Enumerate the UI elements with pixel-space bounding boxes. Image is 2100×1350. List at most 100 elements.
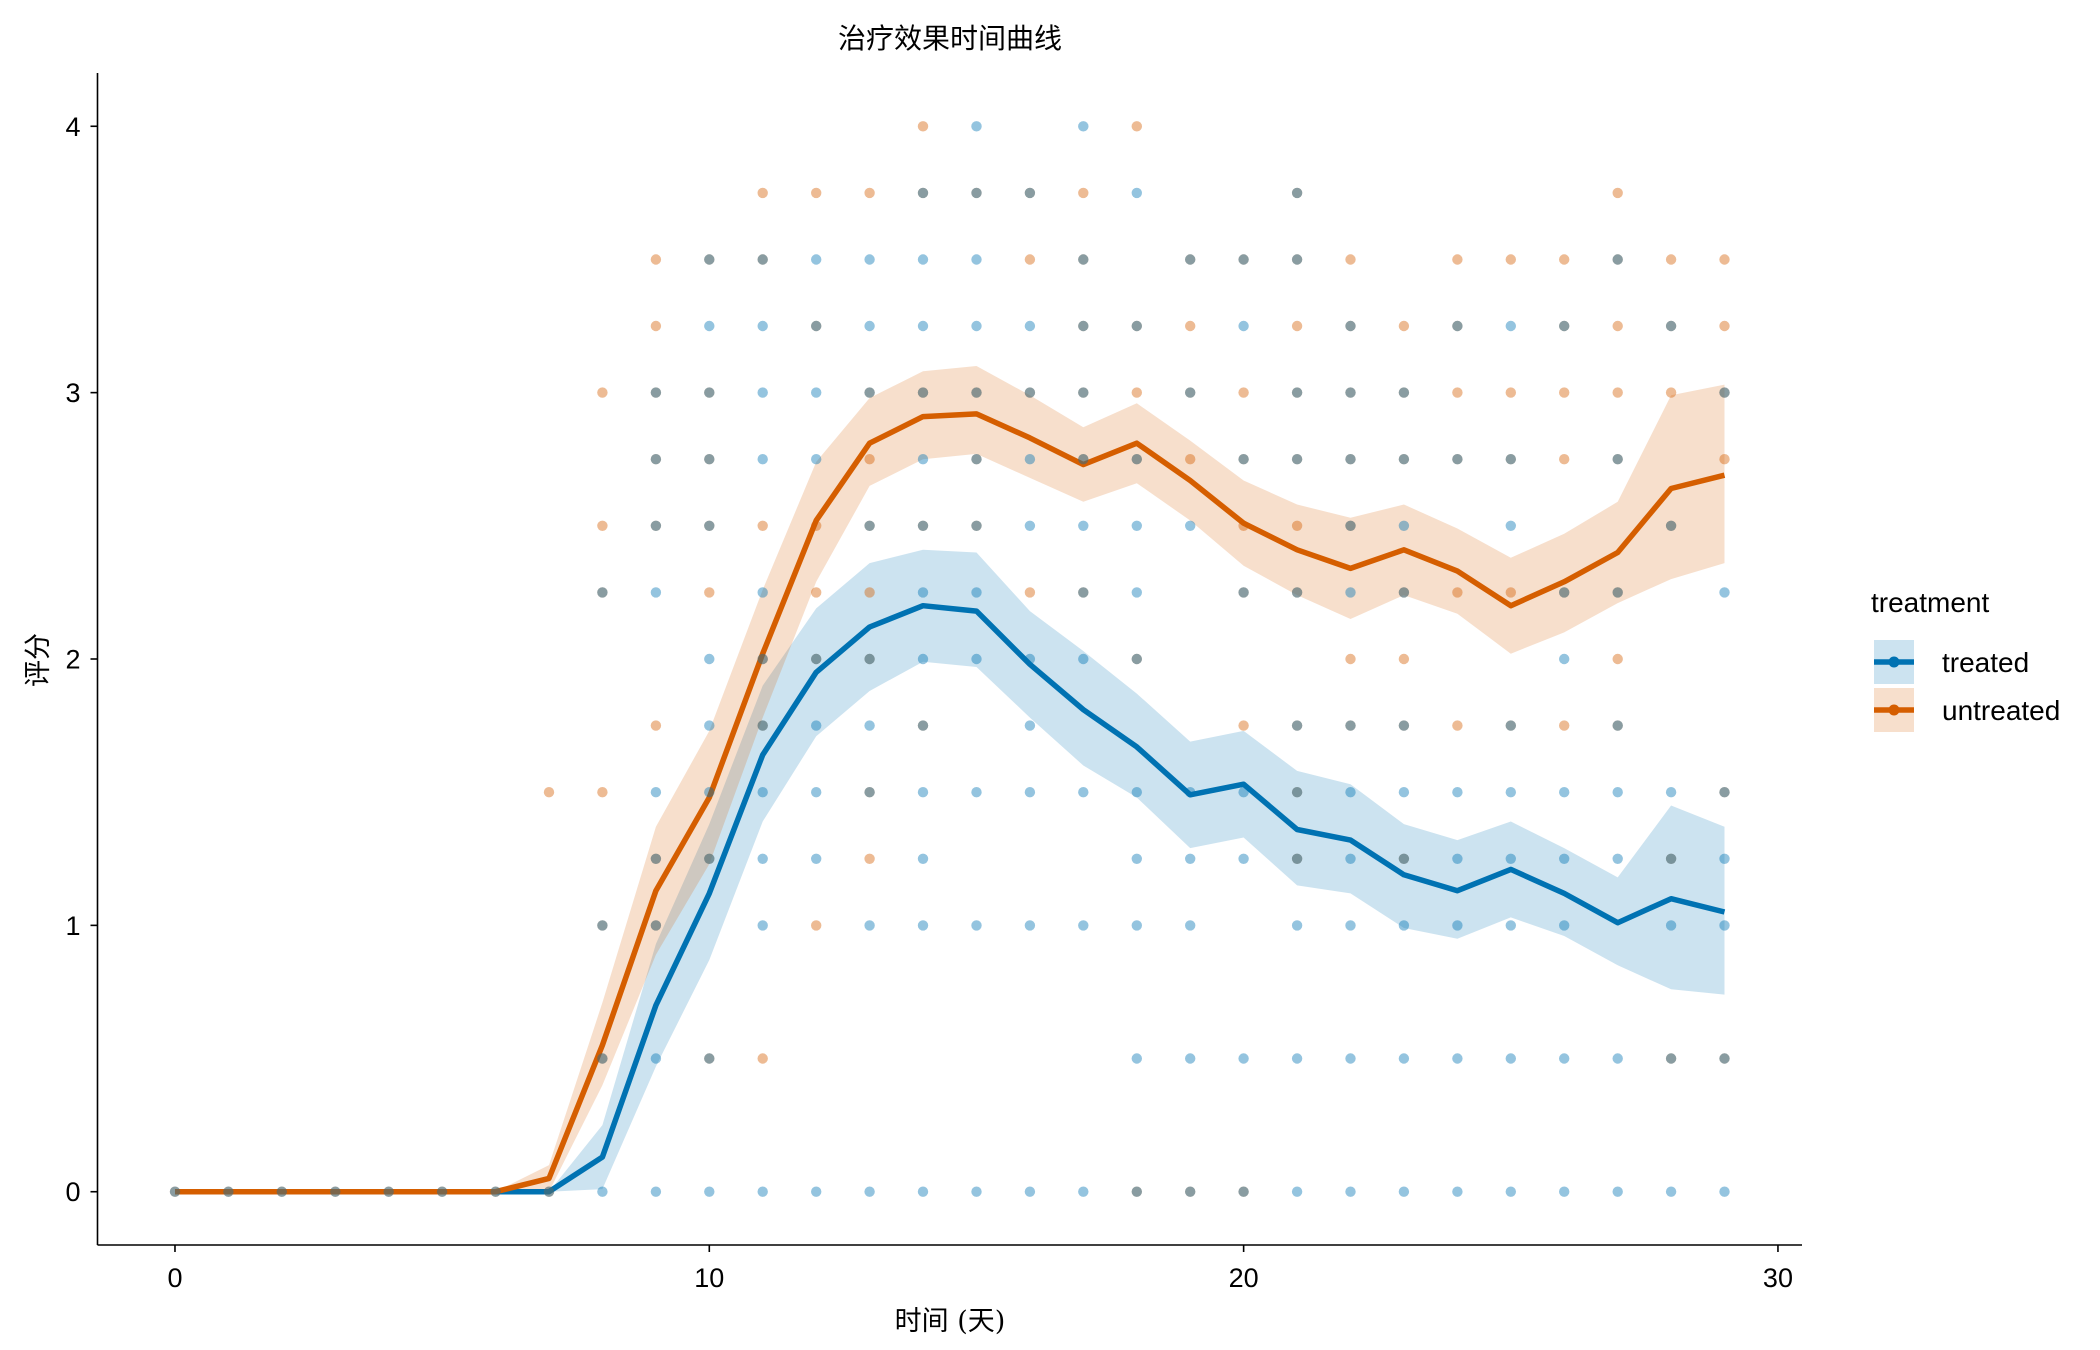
point-untreated xyxy=(1612,387,1623,398)
x-tick-label: 30 xyxy=(1763,1263,1793,1293)
point-treated xyxy=(1398,720,1410,731)
point-untreated xyxy=(1398,653,1410,665)
point-untreated xyxy=(1452,454,1463,465)
point-untreated xyxy=(811,920,822,931)
point-untreated xyxy=(543,787,555,798)
point-treated xyxy=(1612,254,1623,265)
point-treated xyxy=(1559,1053,1570,1064)
point-treated xyxy=(864,787,875,798)
point-treated xyxy=(1559,587,1570,598)
point-treated xyxy=(757,720,768,731)
point-treated xyxy=(1665,1053,1677,1064)
point-treated xyxy=(1665,320,1677,332)
point-treated xyxy=(330,1186,341,1197)
point-untreated xyxy=(1291,587,1303,598)
point-untreated xyxy=(597,520,608,531)
point-treated xyxy=(1024,1186,1036,1197)
point-untreated xyxy=(383,1186,394,1197)
point-treated xyxy=(917,254,929,265)
point-treated xyxy=(1291,454,1303,465)
point-treated xyxy=(971,1186,982,1197)
point-untreated xyxy=(1078,254,1089,265)
point-treated xyxy=(1078,1186,1089,1197)
point-treated xyxy=(1131,787,1143,798)
point-untreated xyxy=(864,454,875,465)
point-treated xyxy=(1078,787,1089,798)
point-treated xyxy=(704,320,715,332)
point-treated xyxy=(223,1186,234,1197)
point-untreated xyxy=(1078,454,1089,465)
point-treated xyxy=(1665,853,1677,864)
x-tick-label: 0 xyxy=(167,1263,182,1293)
point-untreated xyxy=(1291,520,1303,531)
point-treated xyxy=(1665,520,1677,531)
point-untreated xyxy=(864,853,875,864)
point-treated xyxy=(1505,520,1517,531)
point-treated xyxy=(1024,320,1036,332)
point-treated xyxy=(1612,787,1623,798)
point-treated xyxy=(1719,920,1730,931)
point-untreated xyxy=(1185,387,1196,398)
point-untreated xyxy=(1452,254,1463,265)
point-untreated xyxy=(169,1186,181,1197)
point-treated xyxy=(1719,787,1730,798)
point-untreated xyxy=(223,1186,234,1197)
ribbon-treated xyxy=(175,549,1725,1192)
point-treated xyxy=(1452,454,1463,465)
point-untreated xyxy=(597,1053,608,1064)
point-treated xyxy=(864,720,875,731)
point-treated xyxy=(1131,1186,1143,1197)
point-untreated xyxy=(1131,653,1143,665)
point-treated xyxy=(1078,320,1089,332)
point-untreated xyxy=(1185,320,1196,332)
point-untreated xyxy=(757,520,768,531)
point-untreated xyxy=(1185,454,1196,465)
point-treated xyxy=(1291,787,1303,798)
point-treated xyxy=(650,1186,662,1197)
point-treated xyxy=(650,920,662,931)
point-treated xyxy=(1185,787,1196,798)
point-treated xyxy=(704,1186,715,1197)
point-untreated xyxy=(1719,454,1730,465)
point-treated xyxy=(1024,720,1036,731)
point-untreated xyxy=(1131,320,1143,332)
point-untreated xyxy=(1291,454,1303,465)
point-untreated xyxy=(811,587,822,598)
point-untreated xyxy=(704,254,715,265)
point-untreated xyxy=(971,187,982,199)
point-untreated xyxy=(436,1186,448,1197)
x-tick-label: 10 xyxy=(694,1263,724,1293)
point-treated xyxy=(1024,520,1036,531)
point-treated xyxy=(1452,920,1463,931)
point-untreated xyxy=(650,720,662,731)
point-treated xyxy=(757,254,768,265)
point-treated xyxy=(1559,320,1570,332)
point-untreated xyxy=(1719,787,1730,798)
point-treated xyxy=(971,320,982,332)
point-treated xyxy=(1291,187,1303,199)
point-treated xyxy=(1131,520,1143,531)
y-tick-label: 1 xyxy=(65,911,80,941)
point-treated xyxy=(1505,1053,1517,1064)
point-treated xyxy=(1291,1186,1303,1197)
point-treated xyxy=(864,920,875,931)
point-treated xyxy=(1024,187,1036,199)
point-untreated xyxy=(1291,187,1303,199)
point-untreated xyxy=(1024,587,1036,598)
point-untreated xyxy=(757,720,768,731)
point-treated xyxy=(1398,520,1410,531)
y-tick-label: 3 xyxy=(65,378,80,408)
point-untreated xyxy=(864,587,875,598)
point-treated xyxy=(1131,320,1143,332)
point-treated xyxy=(1024,920,1036,931)
legend-label-treated: treated xyxy=(1942,647,2029,678)
point-treated xyxy=(757,587,768,598)
legend-key-point xyxy=(1888,656,1900,668)
point-treated xyxy=(811,320,822,332)
point-treated xyxy=(971,787,982,798)
point-treated xyxy=(1398,387,1410,398)
point-untreated xyxy=(864,787,875,798)
point-untreated xyxy=(1345,720,1356,731)
point-treated xyxy=(811,387,822,398)
point-untreated xyxy=(597,387,608,398)
